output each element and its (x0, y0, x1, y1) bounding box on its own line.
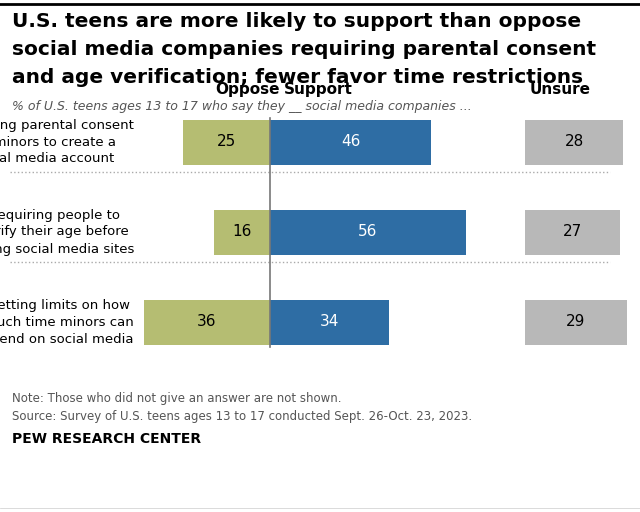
Text: 28: 28 (564, 135, 584, 150)
Text: 16: 16 (232, 224, 252, 240)
Text: Unsure: Unsure (529, 82, 591, 97)
Bar (270, 209, 466, 254)
Bar (182, 119, 270, 164)
Bar (270, 119, 431, 164)
Bar (270, 300, 389, 345)
Text: Oppose: Oppose (216, 82, 280, 97)
Text: 46: 46 (341, 135, 360, 150)
Bar (525, 119, 623, 164)
Bar (144, 300, 270, 345)
Text: U.S. teens are more likely to support than oppose: U.S. teens are more likely to support th… (12, 12, 581, 31)
Bar (214, 209, 270, 254)
Text: Setting limits on how
much time minors can
spend on social media: Setting limits on how much time minors c… (0, 298, 134, 346)
Bar (525, 300, 627, 345)
Text: 34: 34 (320, 314, 339, 330)
Text: Source: Survey of U.S. teens ages 13 to 17 conducted Sept. 26-Oct. 23, 2023.: Source: Survey of U.S. teens ages 13 to … (12, 410, 472, 423)
Text: 56: 56 (358, 224, 378, 240)
Text: 29: 29 (566, 314, 586, 330)
Text: % of U.S. teens ages 13 to 17 who say they __ social media companies ...: % of U.S. teens ages 13 to 17 who say th… (12, 100, 472, 113)
Text: Requiring people to
verify their age before
using social media sites: Requiring people to verify their age bef… (0, 208, 134, 255)
Text: 36: 36 (197, 314, 217, 330)
Bar (525, 209, 620, 254)
Text: and age verification; fewer favor time restrictions: and age verification; fewer favor time r… (12, 68, 583, 87)
Text: 27: 27 (563, 224, 582, 240)
Text: Requiring parental consent
for minors to create a
social media account: Requiring parental consent for minors to… (0, 118, 134, 165)
Text: PEW RESEARCH CENTER: PEW RESEARCH CENTER (12, 432, 201, 446)
Text: social media companies requiring parental consent: social media companies requiring parenta… (12, 40, 596, 59)
Text: Support: Support (284, 82, 353, 97)
Text: Note: Those who did not give an answer are not shown.: Note: Those who did not give an answer a… (12, 392, 342, 405)
Text: 25: 25 (216, 135, 236, 150)
